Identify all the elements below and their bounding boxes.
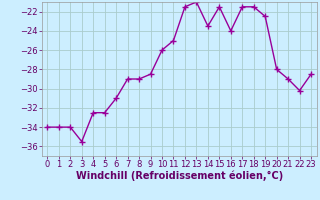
X-axis label: Windchill (Refroidissement éolien,°C): Windchill (Refroidissement éolien,°C) [76, 171, 283, 181]
